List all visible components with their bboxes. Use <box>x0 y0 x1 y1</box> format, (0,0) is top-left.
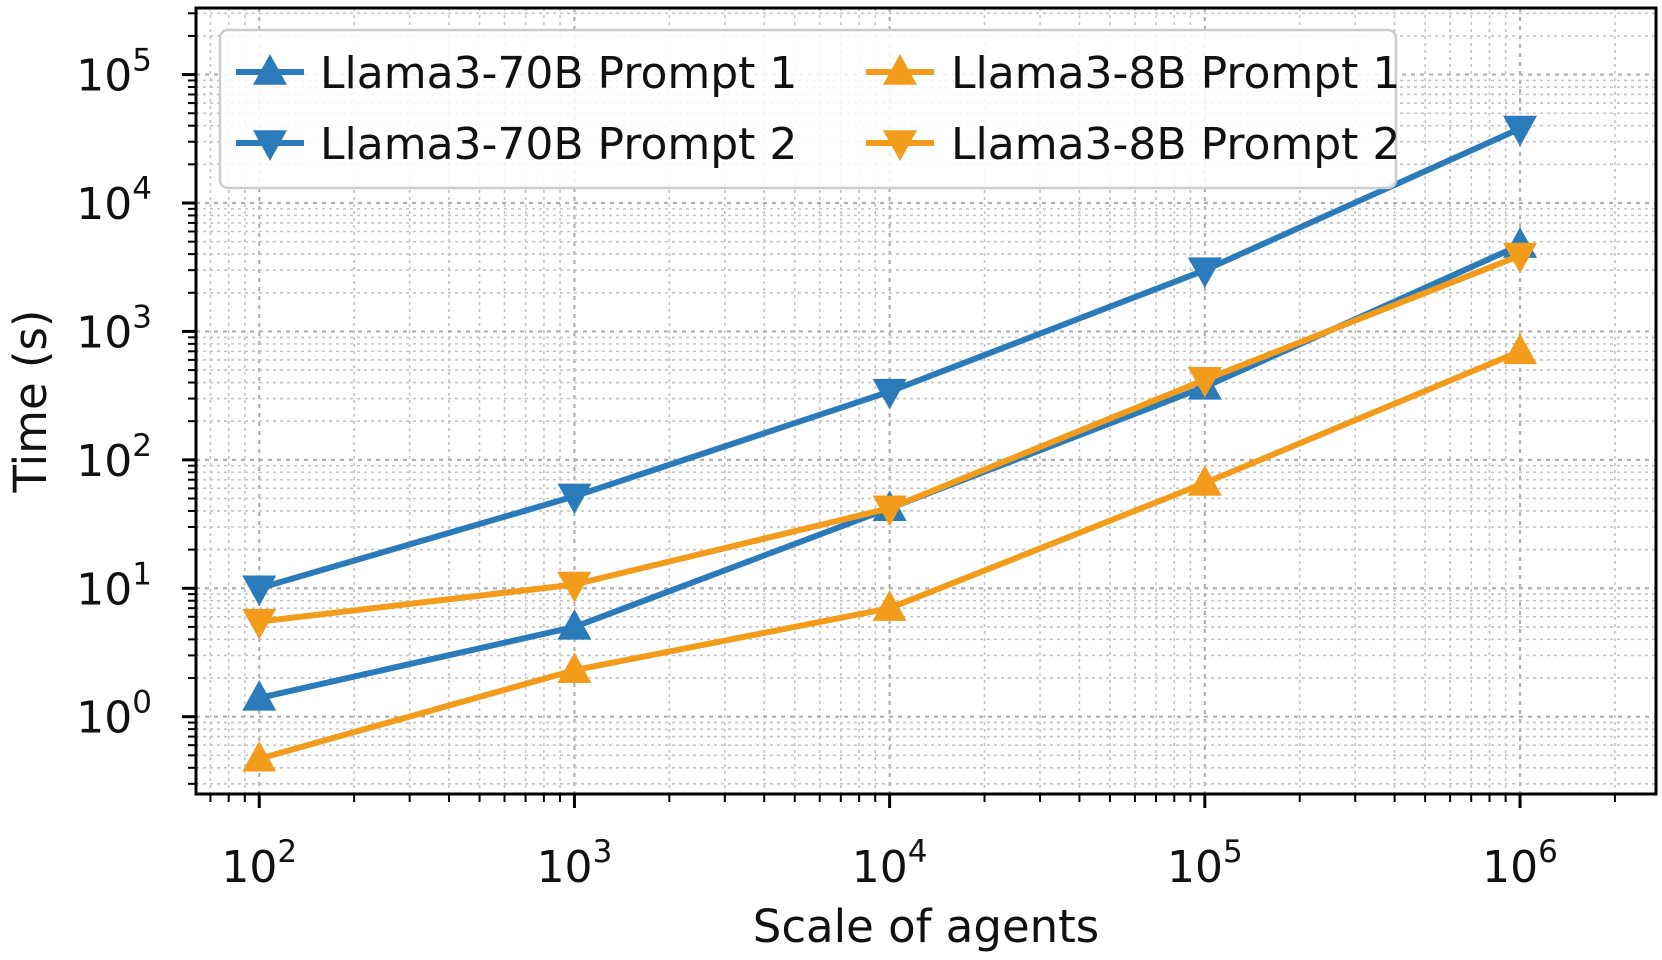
x-tick-label: 104 <box>852 834 928 893</box>
legend-marker <box>253 54 287 85</box>
y-tick-exponent: 0 <box>132 685 152 721</box>
legend-marker <box>883 130 917 161</box>
legend-label: Llama3-8B Prompt 2 <box>951 119 1400 170</box>
x-tick-base: 10 <box>1167 842 1223 893</box>
legend-item: Llama3-8B Prompt 2 <box>866 119 1400 170</box>
legend-label: Llama3-70B Prompt 1 <box>320 48 797 99</box>
data-point <box>242 608 277 640</box>
legend: Llama3-70B Prompt 1 Llama3-70B Prompt 2 Ll… <box>218 28 1400 190</box>
y-tick-label: 103 <box>76 299 152 358</box>
x-tick-label: 106 <box>1482 834 1558 893</box>
y-tick-base: 10 <box>76 307 132 358</box>
y-tick-exponent: 1 <box>132 556 152 592</box>
legend-marker <box>253 130 287 161</box>
y-tick-base: 10 <box>76 693 132 744</box>
y-tick-label: 102 <box>76 428 152 487</box>
data-point <box>557 483 592 515</box>
x-tick-base: 10 <box>537 842 593 893</box>
x-tick-exponent: 4 <box>908 834 928 870</box>
legend-item: Llama3-70B Prompt 2 <box>236 119 797 170</box>
legend-item: Llama3-8B Prompt 1 <box>866 48 1400 99</box>
legend-item: Llama3-70B Prompt 1 <box>236 48 797 99</box>
data-point <box>557 609 592 640</box>
y-tick-label: 104 <box>76 171 152 230</box>
y-tick-base: 10 <box>76 436 132 487</box>
y-tick-exponent: 3 <box>132 299 152 335</box>
data-point <box>1503 242 1538 274</box>
x-tick-exponent: 6 <box>1538 834 1558 870</box>
x-tick-label: 102 <box>221 834 297 893</box>
y-tick-exponent: 2 <box>132 428 152 464</box>
data-point <box>872 378 907 410</box>
x-tick-base: 10 <box>852 842 908 893</box>
series-llama3-8b-prompt-1 <box>242 333 1538 772</box>
x-tick-base: 10 <box>221 842 277 893</box>
data-point <box>1503 115 1538 147</box>
data-point <box>1503 333 1538 365</box>
x-tick-exponent: 2 <box>277 834 297 870</box>
data-point <box>557 571 592 603</box>
y-tick-label: 105 <box>76 43 152 102</box>
y-tick-exponent: 5 <box>132 43 152 79</box>
x-tick-label: 105 <box>1167 834 1243 893</box>
x-tick-exponent: 3 <box>593 834 613 870</box>
x-axis-title: Scale of agents <box>753 900 1100 953</box>
legend-label: Llama3-8B Prompt 1 <box>951 48 1400 99</box>
data-point <box>872 495 907 527</box>
x-tick-exponent: 5 <box>1223 834 1243 870</box>
legend-marker <box>883 54 917 85</box>
data-point <box>242 680 277 711</box>
y-axis-title: Time (s) <box>4 310 57 494</box>
data-point <box>557 652 592 683</box>
plot-frame <box>194 6 1658 796</box>
data-point <box>872 590 907 621</box>
legend-box <box>218 28 1398 190</box>
data-point <box>242 575 277 607</box>
x-tick-base: 10 <box>1482 842 1538 893</box>
y-tick-label: 100 <box>76 685 152 744</box>
data-point <box>242 740 277 772</box>
series-llama3-8b-prompt-2 <box>242 242 1538 640</box>
series-llama3-70b-prompt-2 <box>242 115 1538 607</box>
data-point <box>1187 257 1222 289</box>
x-tick-label: 103 <box>537 834 613 893</box>
y-tick-exponent: 4 <box>132 171 152 207</box>
y-tick-base: 10 <box>76 179 132 230</box>
data-point <box>1187 367 1222 398</box>
legend-label: Llama3-70B Prompt 2 <box>320 119 797 170</box>
y-tick-base: 10 <box>76 51 132 102</box>
plot-series <box>242 115 1538 772</box>
y-tick-base: 10 <box>76 564 132 615</box>
y-tick-label: 101 <box>76 556 152 615</box>
data-point <box>1187 465 1222 496</box>
